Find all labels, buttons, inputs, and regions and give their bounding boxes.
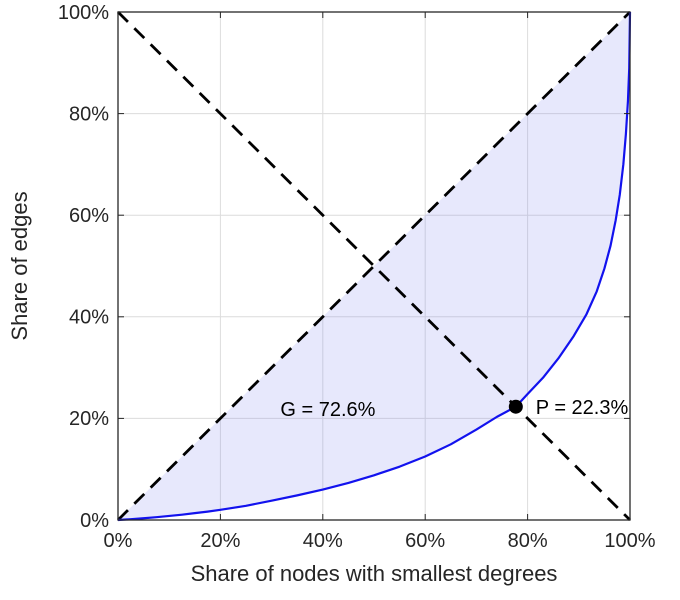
anti-diagonal-line <box>117 11 631 521</box>
annotation-layer: G = 72.6% P = 22.3% <box>280 397 628 421</box>
x-tick-label: 100% <box>604 530 655 552</box>
x-tick-label: 20% <box>200 530 240 552</box>
tick-label-layer: 0% 20% 40% 60% 80% 100% 0% 20% 40% 60% 80% 100% <box>58 2 656 552</box>
y-axis-label: Share of edges <box>7 191 32 340</box>
lorenz-curve-line <box>117 11 632 522</box>
series-layer <box>117 11 632 522</box>
y-tick-label: 20% <box>69 408 109 430</box>
x-tick-label: 0% <box>104 530 133 552</box>
y-tick-label: 80% <box>69 103 109 125</box>
y-tick-label: 60% <box>69 205 109 227</box>
x-tick-label: 60% <box>405 530 445 552</box>
x-tick-label: 80% <box>508 530 548 552</box>
x-tick-label: 40% <box>303 530 343 552</box>
gini-area <box>118 12 630 520</box>
pareto-annotation: P = 22.3% <box>536 397 629 419</box>
axes-frame-layer <box>117 11 631 521</box>
axes-box <box>117 11 631 521</box>
x-axis-label: Share of nodes with smallest degrees <box>191 561 558 586</box>
y-tick-label: 0% <box>80 510 109 532</box>
gini-area-layer <box>118 12 630 520</box>
y-tick-label: 100% <box>58 2 109 24</box>
gini-annotation: G = 72.6% <box>280 399 375 421</box>
y-tick-label: 40% <box>69 307 109 329</box>
equality-diagonal-line <box>117 11 631 521</box>
pareto-point-marker <box>508 399 523 414</box>
